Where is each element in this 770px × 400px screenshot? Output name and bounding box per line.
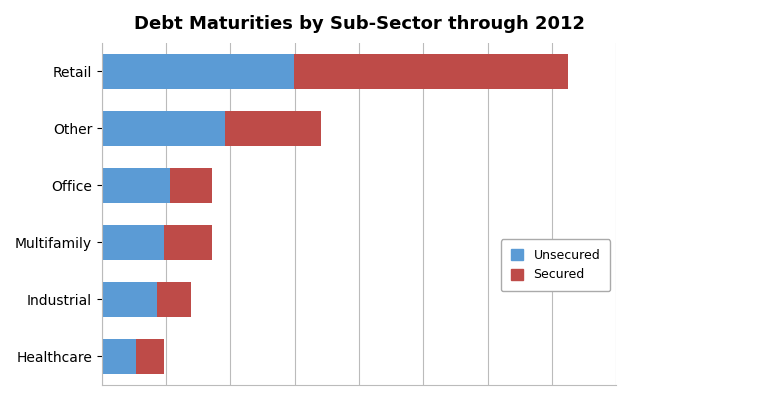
Bar (294, 54, 568, 88)
Title: Debt Maturities by Sub-Sector through 2012: Debt Maturities by Sub-Sector through 20… (134, 15, 584, 33)
Legend: Unsecured, Secured: Unsecured, Secured (501, 239, 610, 291)
Bar (102, 111, 226, 146)
Bar (102, 225, 163, 260)
Bar (136, 339, 163, 374)
Bar (157, 282, 191, 316)
Bar (163, 225, 212, 260)
Bar (102, 168, 170, 202)
Bar (102, 54, 294, 88)
Bar (226, 111, 321, 146)
Bar (170, 168, 212, 202)
Bar (102, 339, 136, 374)
Bar (102, 282, 157, 316)
